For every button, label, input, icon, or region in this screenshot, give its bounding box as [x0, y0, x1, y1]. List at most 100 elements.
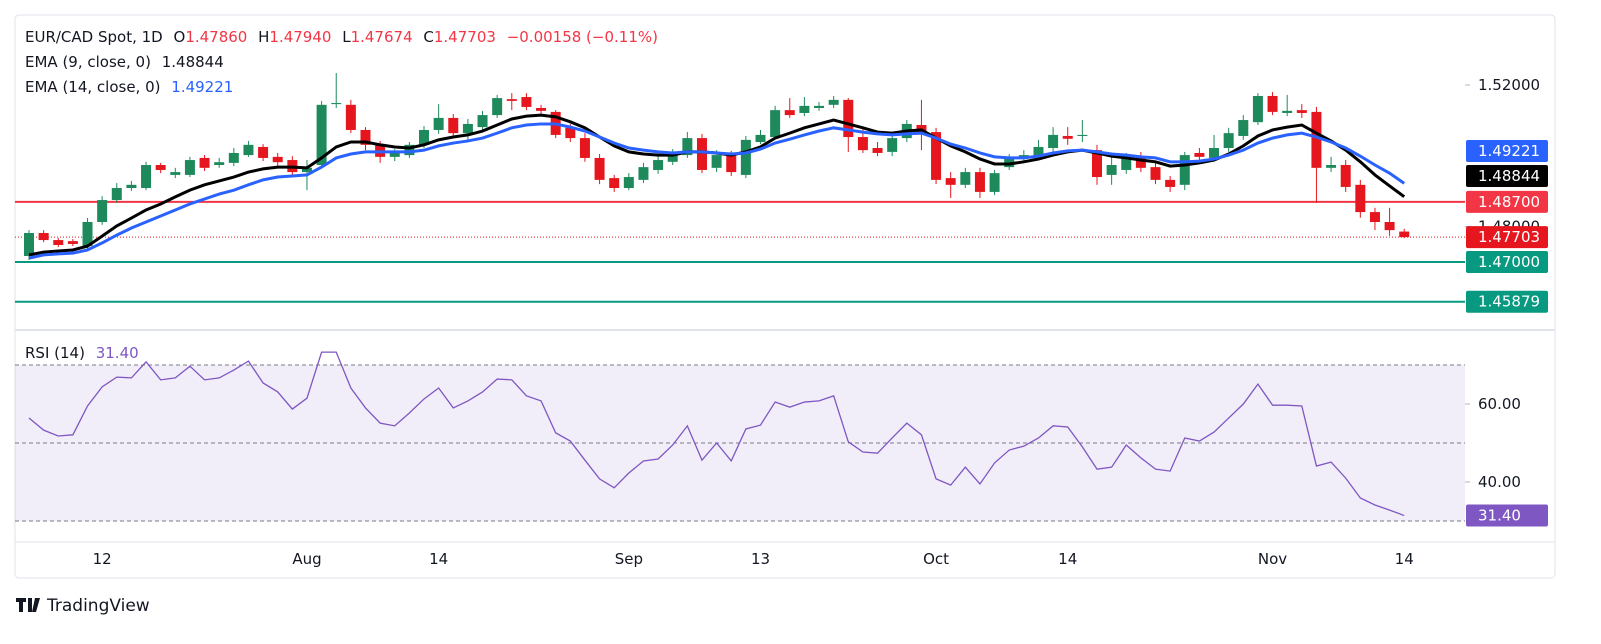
- x-tick-label: 12: [93, 550, 112, 568]
- price-badge: [1466, 190, 1548, 213]
- plot: 1.480001.5200012Aug14Sep13Oct14Nov141.48…: [15, 72, 1548, 568]
- candle-body: [1077, 134, 1088, 136]
- ohlc-value: 1.47703: [434, 28, 496, 46]
- candle-body: [1062, 135, 1073, 139]
- candle-body: [170, 172, 181, 175]
- candle-body: [492, 98, 503, 116]
- candle-body: [1150, 167, 1161, 180]
- chart-frame: [14, 14, 1556, 579]
- candle-body: [82, 222, 93, 247]
- x-tick-label: Nov: [1258, 550, 1287, 568]
- candle-body: [111, 188, 122, 201]
- candle-body: [989, 173, 1000, 192]
- candle-body: [536, 108, 547, 111]
- candle-body: [258, 146, 269, 158]
- candle-body: [828, 99, 839, 105]
- candle-body: [272, 156, 283, 163]
- y-tick-label: 60.00: [1478, 395, 1521, 413]
- candle-body: [1165, 179, 1176, 187]
- candle-body: [1369, 212, 1380, 223]
- x-tick-label: Aug: [292, 550, 321, 568]
- price-badge-label: 1.49221: [1478, 142, 1540, 160]
- price-badge-label: 31.40: [1478, 507, 1521, 525]
- candle-body: [316, 104, 327, 166]
- brand-name: TradingView: [46, 596, 150, 616]
- candle-body: [214, 162, 225, 166]
- candle-body: [974, 172, 985, 192]
- candle-body: [623, 177, 634, 189]
- indicator-name: EMA (14, close, 0): [25, 78, 161, 96]
- change: −0.00158 (−0.11%): [507, 28, 658, 46]
- ohlc-label: H: [258, 28, 269, 46]
- y-tick-label: 40.00: [1478, 473, 1521, 491]
- candle-body: [931, 132, 942, 180]
- candle-body: [38, 232, 49, 241]
- candle-body: [331, 103, 342, 105]
- candle-body: [1209, 148, 1220, 158]
- candle-body: [345, 104, 356, 130]
- candle-body: [1004, 156, 1015, 168]
- x-tick-label: 13: [751, 550, 770, 568]
- candle-body: [1340, 165, 1351, 187]
- candle-body: [360, 129, 371, 145]
- candle-body: [770, 110, 781, 138]
- price-badge: [1466, 504, 1548, 527]
- ohlc-value: 1.47674: [351, 28, 413, 46]
- candle-body: [1121, 156, 1132, 170]
- candle-body: [155, 165, 166, 170]
- candle-body: [184, 160, 195, 175]
- indicator-value: 1.48844: [162, 53, 224, 71]
- candle-body: [740, 139, 751, 175]
- indicator-name: EMA (9, close, 0): [25, 53, 151, 71]
- x-tick-label: 14: [429, 550, 448, 568]
- candle-body: [448, 117, 459, 134]
- candle-body: [199, 157, 210, 168]
- candle-body: [462, 123, 473, 134]
- candle-body: [799, 105, 810, 113]
- candle-body: [726, 155, 737, 173]
- candle-body: [141, 165, 152, 189]
- ohlc-label: L: [342, 28, 351, 46]
- candle-body: [755, 134, 766, 142]
- candle-body: [521, 97, 532, 107]
- candle-body: [53, 240, 64, 246]
- ohlc-label: O: [174, 28, 186, 46]
- candle-body: [301, 167, 312, 173]
- price-badge-label: 1.45879: [1478, 293, 1540, 311]
- candle-body: [1326, 165, 1337, 168]
- candle-body: [1091, 150, 1102, 178]
- candle-body: [477, 115, 488, 128]
- candle-body: [784, 110, 795, 116]
- candle-body: [594, 157, 605, 180]
- logo: TradingView: [16, 596, 150, 616]
- candle-body: [960, 172, 971, 185]
- candle-body: [579, 138, 590, 158]
- ohlc-label: C: [423, 28, 433, 46]
- candle-body: [404, 144, 415, 156]
- price-badge: [1466, 140, 1548, 162]
- price-badge-label: 1.47703: [1478, 228, 1540, 246]
- candle-body: [638, 167, 649, 180]
- legend-line: EMA (14, close, 0) 1.49221: [25, 78, 233, 96]
- candle-body: [667, 151, 678, 162]
- candle-body: [1399, 231, 1410, 238]
- candle-body: [945, 178, 956, 185]
- candle-body: [887, 138, 898, 152]
- candle-body: [843, 99, 854, 138]
- y-tick-label: 1.52000: [1478, 76, 1540, 94]
- candle-body: [389, 152, 400, 157]
- x-tick-label: 14: [1058, 550, 1077, 568]
- candle-body: [97, 200, 108, 223]
- candle-body: [1033, 146, 1044, 157]
- x-tick-label: Oct: [923, 550, 949, 568]
- indicator-name: RSI (14): [25, 344, 85, 362]
- x-tick-label: 14: [1395, 550, 1414, 568]
- candle-body: [1048, 134, 1059, 149]
- rsi-line: [28, 351, 1405, 517]
- candle-body: [1223, 133, 1234, 149]
- candle-body: [126, 184, 137, 189]
- candle-body: [1311, 111, 1322, 168]
- indicator-value: 1.49221: [171, 78, 233, 96]
- candle-body: [67, 241, 78, 244]
- candle-body: [1384, 222, 1395, 231]
